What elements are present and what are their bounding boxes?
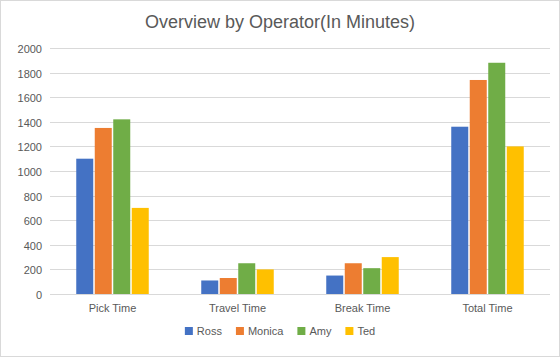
bar — [113, 119, 130, 294]
grid — [50, 49, 550, 295]
bar — [326, 276, 343, 294]
legend-swatch — [345, 327, 353, 335]
bar — [95, 128, 112, 294]
y-tick-label: 200 — [24, 264, 42, 276]
y-tick-label: 1800 — [18, 68, 42, 80]
legend-label: Amy — [309, 325, 332, 337]
y-tick-label: 1200 — [18, 141, 42, 153]
bar — [345, 263, 362, 294]
legend-item: Monica — [236, 325, 284, 337]
chart-title: Overview by Operator(In Minutes) — [145, 12, 415, 32]
legend-label: Monica — [248, 325, 284, 337]
bar — [220, 278, 237, 294]
chart: Overview by Operator(In Minutes) 0 200 400 6… — [0, 0, 560, 357]
legend-label: Ted — [357, 325, 375, 337]
bar — [76, 159, 93, 294]
bar — [451, 127, 468, 294]
bar — [382, 257, 399, 294]
bar — [201, 280, 218, 294]
bar — [470, 80, 487, 294]
grid-line — [50, 48, 550, 49]
legend-swatch — [297, 327, 305, 335]
bar — [488, 63, 505, 294]
y-tick-label: 2000 — [18, 43, 42, 55]
legend-item: Ted — [345, 325, 375, 337]
y-tick-label: 800 — [24, 191, 42, 203]
bars — [76, 63, 524, 294]
x-tick-label: Total Time — [462, 302, 512, 314]
bar — [257, 269, 274, 294]
x-tick-label: Break Time — [335, 302, 391, 314]
bar — [238, 263, 255, 294]
legend-label: Ross — [197, 325, 223, 337]
legend-swatch — [236, 327, 244, 335]
legend-item: Ross — [185, 325, 223, 337]
chart-border — [1, 1, 560, 357]
y-tick-label: 400 — [24, 240, 42, 252]
y-tick-label: 1000 — [18, 166, 42, 178]
bar — [507, 146, 524, 294]
bar — [132, 208, 149, 294]
y-tick-label: 1600 — [18, 92, 42, 104]
y-tick-label: 0 — [36, 289, 42, 301]
legend-swatch — [185, 327, 193, 335]
y-tick-label: 600 — [24, 215, 42, 227]
y-tick-label: 1400 — [18, 117, 42, 129]
legend-item: Amy — [297, 325, 332, 337]
legend: Ross Monica Amy Ted — [185, 325, 375, 337]
x-tick-label: Travel Time — [209, 302, 266, 314]
bar — [363, 268, 380, 294]
grid-line — [50, 73, 550, 74]
x-tick-label: Pick Time — [89, 302, 137, 314]
x-axis-line — [50, 294, 550, 295]
